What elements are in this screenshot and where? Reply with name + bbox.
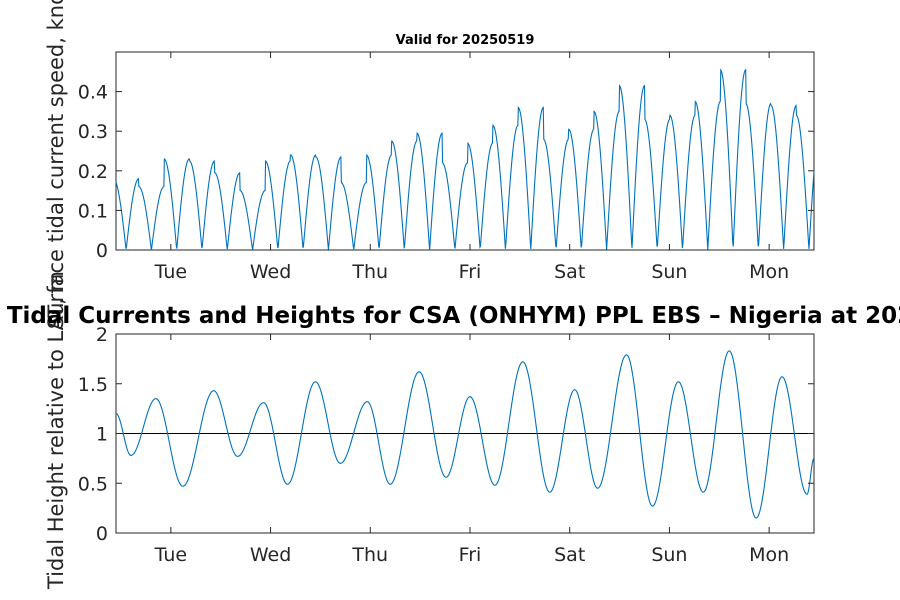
y-tick-label: 0.1 <box>78 200 108 222</box>
y-tick-label: 0.5 <box>78 473 108 495</box>
x-tick-label: Wed <box>250 544 291 566</box>
x-tick-label: Tue <box>154 261 187 283</box>
current-speed-series-line <box>115 68 815 251</box>
x-tick-label: Tue <box>154 544 187 566</box>
x-tick-label: Sat <box>554 544 585 566</box>
tidal-height-y-ticks: 0 0.5 1 1.5 2 <box>78 324 814 545</box>
current-speed-y-axis-label: Surface tidal current speed, knots <box>44 0 68 329</box>
y-tick-label: 1.5 <box>78 374 108 396</box>
tidal-height-x-ticks: Tue Wed Thu Fri Sat Sun Mon <box>154 334 789 566</box>
y-tick-label: 0.3 <box>78 121 108 143</box>
x-tick-label: Sun <box>651 544 687 566</box>
current-speed-x-ticks: Tue Wed Thu Fri Sat Sun Mon <box>154 52 789 283</box>
tidal-height-y-axis-label: Tidal Height relative to LAT, m <box>44 271 68 590</box>
x-tick-label: Sun <box>651 261 687 283</box>
x-tick-label: Mon <box>749 261 789 283</box>
y-tick-label: 0.4 <box>78 82 108 104</box>
x-tick-label: Thu <box>351 544 388 566</box>
current-speed-chart: 0 0.1 0.2 0.3 0.4 Tue Wed Thu Fri Sat Sun Mon Vali… <box>44 0 815 329</box>
current-speed-y-ticks: 0 0.1 0.2 0.3 0.4 <box>78 82 814 262</box>
x-tick-label: Fri <box>459 261 482 283</box>
x-tick-label: Sat <box>554 261 585 283</box>
tidal-height-series-line <box>115 350 815 519</box>
x-tick-label: Mon <box>749 544 789 566</box>
y-tick-label: 0.2 <box>78 161 108 183</box>
tidal-height-chart: 0 0.5 1 1.5 2 Tue Wed Thu Fri Sat Sun Mon Tidal He… <box>44 271 815 590</box>
x-tick-label: Wed <box>250 261 291 283</box>
y-tick-label: 0 <box>96 523 108 545</box>
y-tick-label: 2 <box>96 324 108 346</box>
current-speed-title: Valid for 20250519 <box>396 33 535 48</box>
x-tick-label: Thu <box>351 261 388 283</box>
y-tick-label: 0 <box>96 240 108 262</box>
x-tick-label: Fri <box>459 544 482 566</box>
current-speed-axes-frame <box>115 51 815 251</box>
y-tick-label: 1 <box>96 424 108 446</box>
figure-main-title: Tidal Currents and Heights for CSA (ONHY… <box>7 303 900 329</box>
